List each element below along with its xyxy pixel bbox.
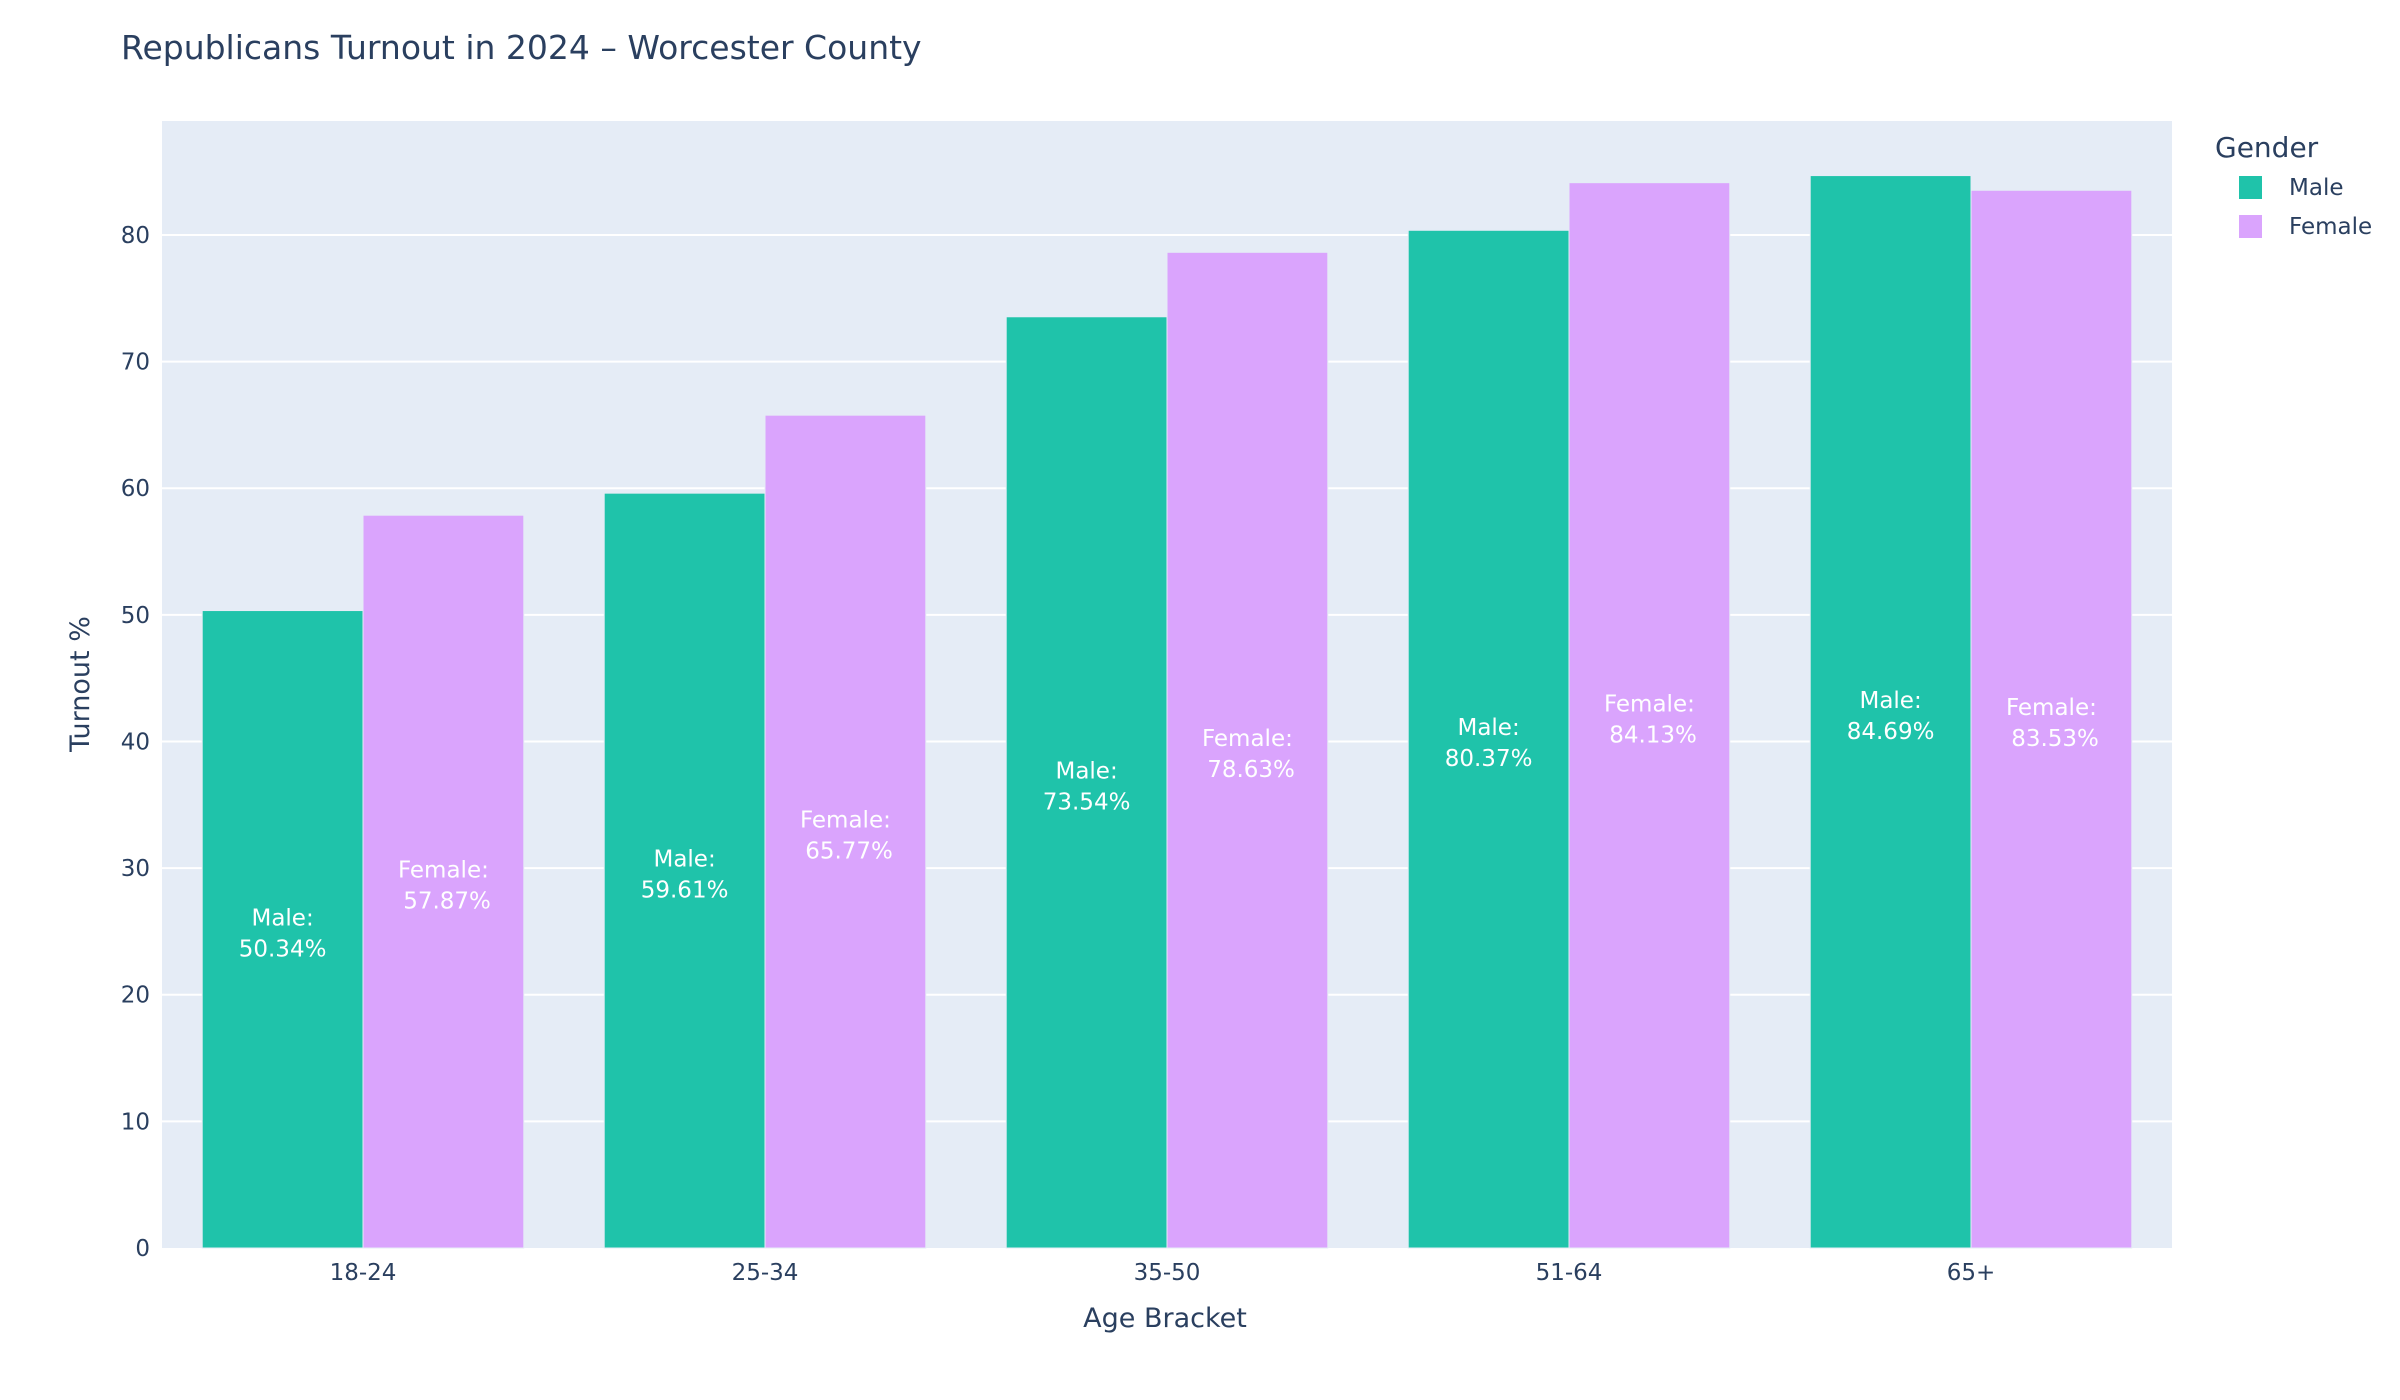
y-tick-label: 80 xyxy=(121,223,150,249)
y-tick-label: 50 xyxy=(121,603,150,629)
bar-labels: Male: 50.34% Female: 57.87% Male: 59.61% Fema… xyxy=(239,688,2099,962)
x-tick-label: 35-50 xyxy=(1134,1260,1201,1286)
y-tick-label: 0 xyxy=(135,1236,150,1262)
legend-item-female[interactable]: Female xyxy=(2239,214,2372,240)
bar-female xyxy=(764,414,927,1249)
bar-label-male: Male: 50.34% xyxy=(239,905,327,962)
bar-label-male: Male: 59.61% xyxy=(641,847,729,904)
legend: Gender Male Female xyxy=(2215,131,2372,240)
bar-female xyxy=(1166,251,1329,1249)
y-axis-ticks: 0 10 20 30 40 50 60 70 80 xyxy=(121,223,150,1262)
bar-label-female: Female: 57.87% xyxy=(396,858,491,915)
legend-label: Female xyxy=(2289,214,2372,240)
legend-swatch xyxy=(2239,176,2262,199)
bar-male xyxy=(603,492,766,1249)
bar-female xyxy=(1970,189,2133,1249)
legend-title: Gender xyxy=(2215,131,2319,164)
x-axis-title: Age Bracket xyxy=(1083,1303,1247,1334)
legend-swatch xyxy=(2239,215,2262,238)
bar-label-male: Male: 84.69% xyxy=(1847,688,1935,745)
chart-title: Republicans Turnout in 2024 – Worcester … xyxy=(121,28,922,67)
x-tick-label: 51-64 xyxy=(1536,1260,1603,1286)
y-tick-label: 20 xyxy=(121,983,150,1009)
x-tick-label: 65+ xyxy=(1947,1260,1996,1286)
y-axis-title: Turnout % xyxy=(65,616,96,753)
legend-item-male[interactable]: Male xyxy=(2239,175,2343,201)
y-tick-label: 30 xyxy=(121,856,150,882)
y-tick-label: 70 xyxy=(121,350,150,376)
x-tick-label: 25-34 xyxy=(732,1260,799,1286)
x-tick-label: 18-24 xyxy=(330,1260,397,1286)
x-axis-ticks: 18-24 25-34 35-50 51-64 65+ xyxy=(330,1260,1996,1286)
bar-male xyxy=(1005,316,1168,1249)
y-tick-label: 40 xyxy=(121,729,150,755)
bar-male xyxy=(201,610,364,1249)
y-tick-label: 60 xyxy=(121,476,150,502)
bar-label-female: Female: 65.77% xyxy=(798,808,893,865)
bar-label-female: Female: 83.53% xyxy=(2004,695,2099,752)
bar-label-female: Female: 78.63% xyxy=(1200,726,1295,783)
bar-male xyxy=(1809,175,1972,1249)
bar-label-male: Male: 73.54% xyxy=(1043,758,1131,815)
legend-label: Male xyxy=(2289,175,2343,201)
bar-female xyxy=(1568,182,1731,1249)
bars xyxy=(201,175,2133,1249)
bar-label-male: Male: 80.37% xyxy=(1445,715,1533,772)
bar-female xyxy=(362,514,525,1249)
y-tick-label: 10 xyxy=(121,1109,150,1135)
bar-male xyxy=(1407,229,1570,1249)
bar-label-female: Female: 84.13% xyxy=(1602,691,1697,748)
